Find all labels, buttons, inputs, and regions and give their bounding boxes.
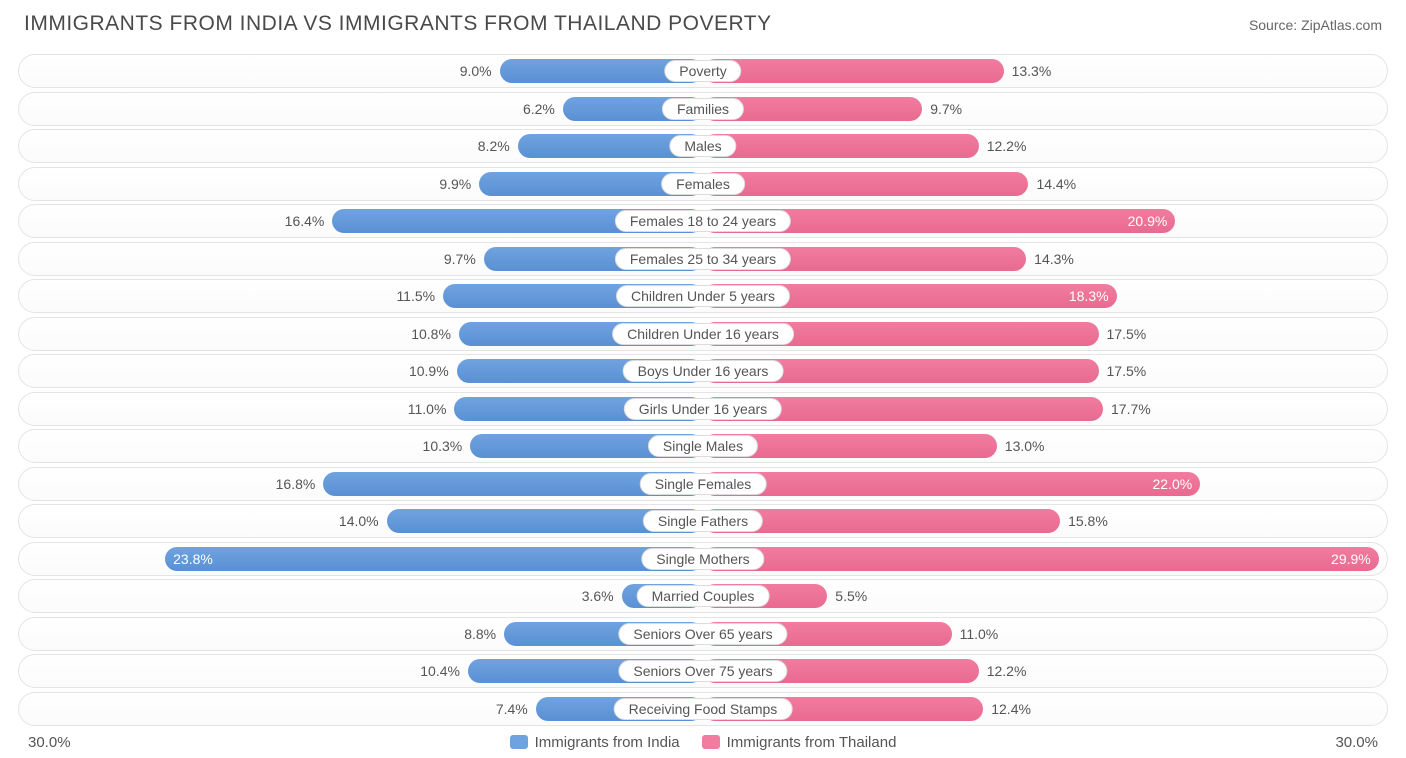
value-right: 14.4% xyxy=(1028,176,1076,192)
chart-row: Receiving Food Stamps 7.4% 12.4% xyxy=(18,692,1388,726)
value-left: 11.5% xyxy=(396,288,443,304)
value-left: 3.6% xyxy=(582,588,622,604)
category-label: Females 18 to 24 years xyxy=(615,210,791,232)
chart-row: Poverty 9.0% 13.3% xyxy=(18,54,1388,88)
value-right: 15.8% xyxy=(1060,513,1108,529)
value-left: 8.8% xyxy=(464,626,504,642)
legend-swatch-right xyxy=(702,735,720,749)
value-right: 20.9% xyxy=(1128,213,1168,229)
chart-row: Males 8.2% 12.2% xyxy=(18,129,1388,163)
category-label: Married Couples xyxy=(637,585,770,607)
value-left: 23.8% xyxy=(173,551,213,567)
value-right: 9.7% xyxy=(922,101,962,117)
value-left: 9.7% xyxy=(444,251,484,267)
value-right: 11.0% xyxy=(952,626,999,642)
value-left: 10.3% xyxy=(423,438,471,454)
category-label: Poverty xyxy=(664,60,741,82)
chart-source: Source: ZipAtlas.com xyxy=(1249,17,1382,33)
category-label: Single Mothers xyxy=(641,548,764,570)
legend-item-left: Immigrants from India xyxy=(510,734,680,751)
category-label: Families xyxy=(662,98,744,120)
value-left: 6.2% xyxy=(523,101,563,117)
chart-row: Married Couples 3.6% 5.5% xyxy=(18,579,1388,613)
value-left: 9.9% xyxy=(439,176,479,192)
value-right: 5.5% xyxy=(827,588,867,604)
value-left: 7.4% xyxy=(496,701,536,717)
chart-row: Females 18 to 24 years 16.4% 20.9% xyxy=(18,204,1388,238)
category-label: Single Males xyxy=(648,435,758,457)
value-left: 11.0% xyxy=(408,401,455,417)
value-left: 8.2% xyxy=(478,138,518,154)
chart-row: Females 25 to 34 years 9.7% 14.3% xyxy=(18,242,1388,276)
chart-row: Single Females 16.8% 22.0% xyxy=(18,467,1388,501)
category-label: Girls Under 16 years xyxy=(624,398,782,420)
bar-right: 22.0% xyxy=(703,472,1200,496)
legend-item-right: Immigrants from Thailand xyxy=(702,734,897,751)
value-right: 22.0% xyxy=(1152,476,1192,492)
chart-row: Seniors Over 75 years 10.4% 12.2% xyxy=(18,654,1388,688)
chart-row: Single Males 10.3% 13.0% xyxy=(18,429,1388,463)
chart-row: Boys Under 16 years 10.9% 17.5% xyxy=(18,354,1388,388)
legend: Immigrants from India Immigrants from Th… xyxy=(510,734,897,751)
chart-row: Children Under 16 years 10.8% 17.5% xyxy=(18,317,1388,351)
chart-row: Seniors Over 65 years 8.8% 11.0% xyxy=(18,617,1388,651)
category-label: Children Under 16 years xyxy=(612,323,794,345)
category-label: Boys Under 16 years xyxy=(623,360,784,382)
bar-right: 12.2% xyxy=(703,134,979,158)
category-label: Males xyxy=(669,135,736,157)
value-left: 16.8% xyxy=(276,476,324,492)
value-left: 10.4% xyxy=(420,663,468,679)
value-right: 13.3% xyxy=(1004,63,1052,79)
diverging-bar-chart: Poverty 9.0% 13.3% Families 6.2% 9.7% Males 8.2… xyxy=(18,54,1388,726)
value-right: 12.2% xyxy=(979,138,1027,154)
value-right: 17.7% xyxy=(1103,401,1151,417)
value-right: 12.2% xyxy=(979,663,1027,679)
bar-right: 13.3% xyxy=(703,59,1004,83)
chart-row: Females 9.9% 14.4% xyxy=(18,167,1388,201)
chart-title: IMMIGRANTS FROM INDIA VS IMMIGRANTS FROM… xyxy=(24,12,772,36)
category-label: Seniors Over 75 years xyxy=(618,660,787,682)
chart-row: Girls Under 16 years 11.0% 17.7% xyxy=(18,392,1388,426)
bar-right: 14.4% xyxy=(703,172,1028,196)
category-label: Single Fathers xyxy=(643,510,763,532)
bar-left: 23.8% xyxy=(165,547,703,571)
legend-label-right: Immigrants from Thailand xyxy=(727,734,897,751)
category-label: Females xyxy=(661,173,745,195)
value-left: 9.0% xyxy=(460,63,500,79)
value-right: 18.3% xyxy=(1069,288,1109,304)
bar-right: 29.9% xyxy=(703,547,1379,571)
chart-header: IMMIGRANTS FROM INDIA VS IMMIGRANTS FROM… xyxy=(18,12,1388,36)
value-right: 13.0% xyxy=(997,438,1045,454)
category-label: Females 25 to 34 years xyxy=(615,248,791,270)
value-right: 29.9% xyxy=(1331,551,1371,567)
chart-row: Children Under 5 years 11.5% 18.3% xyxy=(18,279,1388,313)
legend-swatch-left xyxy=(510,735,528,749)
chart-footer: 30.0% Immigrants from India Immigrants f… xyxy=(18,734,1388,751)
value-left: 16.4% xyxy=(285,213,333,229)
axis-max-left: 30.0% xyxy=(28,734,71,751)
category-label: Children Under 5 years xyxy=(616,285,790,307)
chart-row: Families 6.2% 9.7% xyxy=(18,92,1388,126)
value-right: 17.5% xyxy=(1099,363,1147,379)
chart-row: Single Mothers 23.8% 29.9% xyxy=(18,542,1388,576)
category-label: Receiving Food Stamps xyxy=(614,698,793,720)
legend-label-left: Immigrants from India xyxy=(535,734,680,751)
category-label: Seniors Over 65 years xyxy=(618,623,787,645)
value-left: 10.8% xyxy=(411,326,459,342)
value-left: 10.9% xyxy=(409,363,457,379)
value-right: 12.4% xyxy=(983,701,1031,717)
value-right: 14.3% xyxy=(1026,251,1074,267)
axis-max-right: 30.0% xyxy=(1335,734,1378,751)
value-left: 14.0% xyxy=(339,513,387,529)
chart-row: Single Fathers 14.0% 15.8% xyxy=(18,504,1388,538)
category-label: Single Females xyxy=(640,473,767,495)
value-right: 17.5% xyxy=(1099,326,1147,342)
